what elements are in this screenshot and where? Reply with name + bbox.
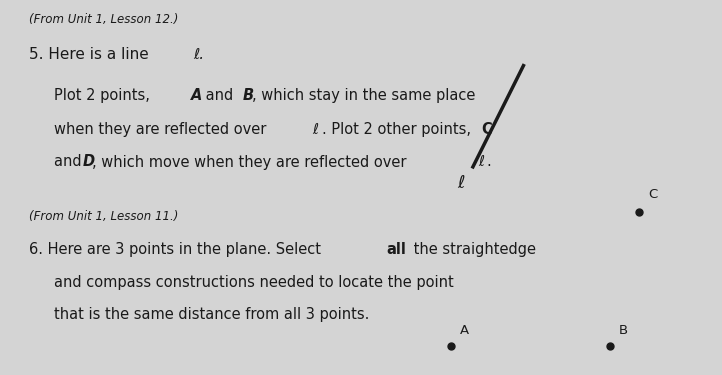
Text: , which move when they are reflected over: , which move when they are reflected ove… bbox=[92, 154, 412, 170]
Text: ℓ.: ℓ. bbox=[193, 47, 204, 62]
Text: ℓ: ℓ bbox=[478, 154, 484, 170]
Text: B: B bbox=[243, 88, 253, 103]
Text: ℓ: ℓ bbox=[457, 174, 464, 192]
Text: A: A bbox=[460, 324, 469, 338]
Text: .: . bbox=[487, 154, 492, 170]
Text: when they are reflected over: when they are reflected over bbox=[54, 122, 271, 137]
Text: that is the same distance from all 3 points.: that is the same distance from all 3 poi… bbox=[54, 307, 370, 322]
Text: and: and bbox=[54, 154, 87, 170]
Text: B: B bbox=[619, 324, 628, 338]
Text: 5. Here is a line: 5. Here is a line bbox=[29, 47, 154, 62]
Text: , which stay in the same place: , which stay in the same place bbox=[252, 88, 475, 103]
Text: and compass constructions needed to locate the point: and compass constructions needed to loca… bbox=[54, 274, 454, 290]
Text: . Plot 2 other points,: . Plot 2 other points, bbox=[322, 122, 476, 137]
Text: ℓ: ℓ bbox=[313, 122, 318, 137]
Text: A: A bbox=[191, 88, 203, 103]
Text: Plot 2 points,: Plot 2 points, bbox=[54, 88, 155, 103]
Text: C: C bbox=[648, 188, 658, 201]
Text: C: C bbox=[481, 122, 492, 137]
Text: and: and bbox=[201, 88, 238, 103]
Text: (From Unit 1, Lesson 12.): (From Unit 1, Lesson 12.) bbox=[29, 13, 178, 26]
Text: 6. Here are 3 points in the plane. Select: 6. Here are 3 points in the plane. Selec… bbox=[29, 242, 326, 257]
Text: (From Unit 1, Lesson 11.): (From Unit 1, Lesson 11.) bbox=[29, 210, 178, 223]
Text: D: D bbox=[83, 154, 95, 170]
Text: the straightedge: the straightedge bbox=[409, 242, 536, 257]
Text: all: all bbox=[386, 242, 406, 257]
